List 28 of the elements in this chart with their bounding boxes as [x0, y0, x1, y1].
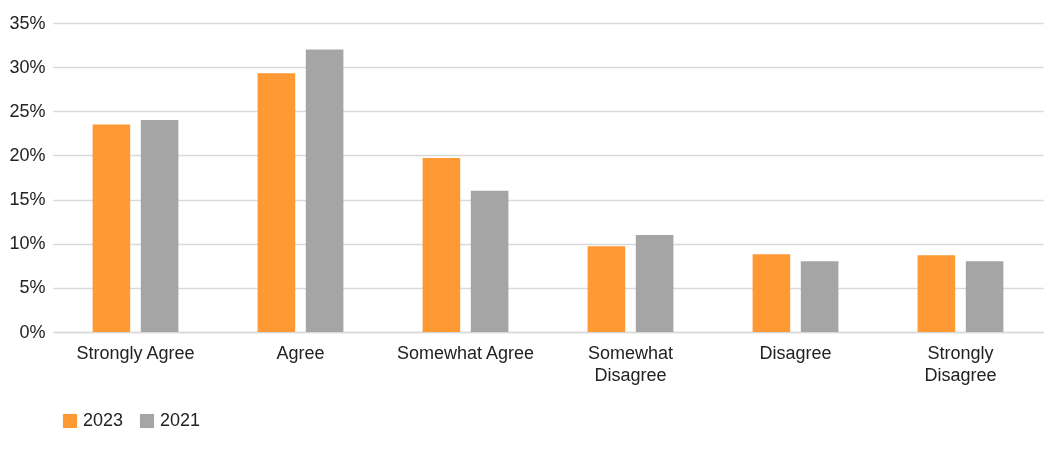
y-tick-label: 0% — [19, 321, 46, 342]
bar — [800, 261, 839, 332]
bar — [257, 73, 296, 332]
y-tick-label: 30% — [9, 56, 46, 77]
bar — [917, 255, 956, 332]
y-tick-label: 10% — [9, 233, 46, 254]
bar — [422, 158, 461, 332]
x-tick-label: Disagree — [759, 342, 832, 363]
x-tick-label: Strongly Agree — [76, 342, 195, 363]
y-tick-label: 35% — [9, 12, 46, 33]
x-tick-label: Somewhat Agree — [396, 342, 535, 363]
bar — [587, 246, 626, 332]
y-tick-label: 5% — [19, 277, 46, 298]
legend-label: 2021 — [160, 410, 201, 430]
bar — [635, 234, 674, 332]
x-tick-label: Somewhat Disagree — [587, 342, 674, 385]
bar — [470, 190, 509, 332]
bar — [752, 254, 791, 332]
bar — [92, 124, 131, 332]
y-tick-label: 15% — [9, 189, 46, 210]
x-tick-label: Agree — [276, 342, 325, 363]
legend-label: 2023 — [83, 410, 124, 430]
x-tick-label: Strongly Disagree — [924, 342, 997, 385]
bar — [140, 120, 179, 332]
y-tick-label: 20% — [9, 144, 46, 165]
bar — [965, 261, 1004, 332]
bar — [305, 49, 344, 332]
y-tick-label: 25% — [9, 100, 46, 121]
